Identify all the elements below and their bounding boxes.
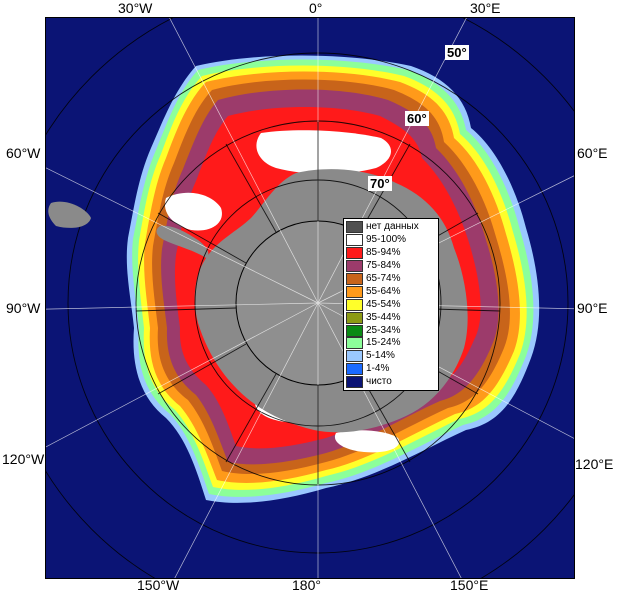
lon-label-120w: 120°W [2,451,45,467]
legend-swatch [346,298,363,311]
legend-item: 35-44% [346,311,436,324]
sea-ice-map: нет данных 95-100% 85-94% 75-84% 65-74% 55-64… [45,17,575,579]
legend-swatch [346,247,363,260]
lon-label-90w: 90°W [6,300,41,316]
legend-item: 1-4% [346,363,436,376]
legend-label: 85-94% [366,247,401,259]
legend-item: 5-14% [346,350,436,363]
legend-item: нет данных [346,221,436,234]
legend-swatch [346,376,363,389]
legend: нет данных 95-100% 85-94% 75-84% 65-74% 55-64… [343,218,439,391]
lat-label-60: 60° [405,111,429,126]
legend-label: 75-84% [366,260,401,272]
legend-item: 65-74% [346,273,436,286]
lon-label-120e: 120°E [575,456,614,472]
lon-label-180: 180° [292,577,321,593]
legend-item: 45-54% [346,298,436,311]
legend-label: нет данных [366,221,419,233]
lon-label-90e: 90°E [577,300,608,316]
legend-label: 65-74% [366,273,401,284]
legend-label: 35-44% [366,311,401,323]
south-america-land [48,201,91,228]
lon-label-60e: 60°E [577,145,608,161]
legend-swatch [346,311,363,324]
legend-swatch [346,337,363,350]
legend-label: 45-54% [366,298,401,310]
lon-label-0: 0° [309,0,323,16]
legend-swatch [346,234,363,247]
legend-item: 15-24% [346,337,436,350]
legend-label: 25-34% [366,324,401,336]
lat-label-50: 50° [445,45,469,60]
ice-zone-95-100-south [334,430,400,453]
legend-item: чисто [346,376,436,389]
legend-item: 85-94% [346,247,436,260]
lat-label-70: 70° [368,176,392,191]
legend-label: 55-64% [366,285,401,297]
lon-label-150w: 150°W [137,577,180,593]
antarctic-peninsula [156,225,209,258]
legend-item: 25-34% [346,324,436,337]
legend-label: 1-4% [366,363,390,375]
legend-item: 95-100% [346,234,436,247]
legend-swatch [346,285,363,298]
map-canvas [46,18,574,578]
legend-label: 15-24% [366,337,401,349]
legend-swatch [346,350,363,363]
ice-zone-95-100 [256,130,392,174]
legend-label: чисто [366,376,392,388]
legend-swatch [346,260,363,273]
legend-item: 55-64% [346,285,436,298]
lon-label-60w: 60°W [6,145,41,161]
legend-item: 75-84% [346,260,436,273]
lon-label-150e: 150°E [450,577,489,593]
legend-swatch [346,363,363,376]
lon-label-30w: 30°W [118,0,153,16]
legend-label: 95-100% [366,234,407,246]
legend-swatch [346,221,363,234]
legend-swatch [346,324,363,337]
lon-label-30e: 30°E [470,0,501,16]
legend-swatch [346,273,363,285]
legend-label: 5-14% [366,350,395,362]
ice-zone-95-100-west [164,192,222,231]
